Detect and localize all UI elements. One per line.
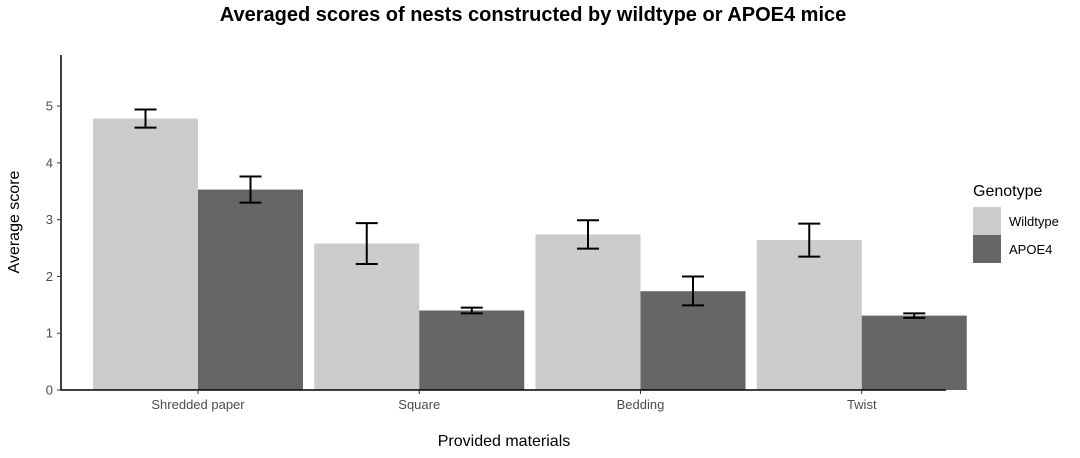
legend-key-apoe4 xyxy=(973,235,1001,263)
legend-label-wildtype: Wildtype xyxy=(1009,214,1059,229)
error-bar-apoe4-3 xyxy=(903,312,926,319)
error-bar-wildtype-0 xyxy=(134,108,157,129)
plot-area xyxy=(93,108,967,390)
x-axis: Shredded paper Square Bedding Twist xyxy=(60,389,946,412)
error-bar-wildtype-2 xyxy=(577,219,599,250)
legend-title: Genotype xyxy=(973,183,1042,200)
y-axis-title: Average score xyxy=(6,170,23,273)
chart-title: Averaged scores of nests constructed by … xyxy=(220,4,847,26)
bar-wildtype-3 xyxy=(756,240,862,390)
bar-apoe4-2 xyxy=(640,291,746,390)
x-tick-label: Twist xyxy=(847,397,877,412)
error-bar-wildtype-3 xyxy=(798,222,821,258)
error-bar-apoe4-0 xyxy=(239,175,262,204)
x-tick-label: Shredded paper xyxy=(151,397,245,412)
error-bar-wildtype-1 xyxy=(355,222,378,265)
legend: Genotype Wildtype APOE4 xyxy=(973,183,1059,263)
bar-apoe4-0 xyxy=(198,189,303,390)
y-tick-label: 0 xyxy=(46,383,53,398)
y-tick-label: 3 xyxy=(46,212,53,227)
error-bar-apoe4-1 xyxy=(460,306,483,315)
y-tick-label: 5 xyxy=(46,99,53,114)
x-tick-label: Bedding xyxy=(617,397,665,412)
bar-apoe4-3 xyxy=(861,315,967,390)
y-tick-label: 2 xyxy=(46,269,53,284)
error-bar-apoe4-2 xyxy=(682,275,704,307)
x-axis-title: Provided materials xyxy=(438,433,571,450)
legend-label-apoe4: APOE4 xyxy=(1009,242,1052,257)
bar-wildtype-2 xyxy=(535,234,641,390)
legend-key-wildtype xyxy=(973,207,1001,235)
x-tick-label: Square xyxy=(398,397,440,412)
y-tick-label: 1 xyxy=(46,326,53,341)
bar-apoe4-1 xyxy=(419,310,525,390)
y-tick-label: 4 xyxy=(46,155,53,170)
bar-wildtype-1 xyxy=(314,243,420,390)
bar-wildtype-0 xyxy=(93,118,198,390)
y-axis: 0 1 2 3 4 5 xyxy=(46,55,62,398)
